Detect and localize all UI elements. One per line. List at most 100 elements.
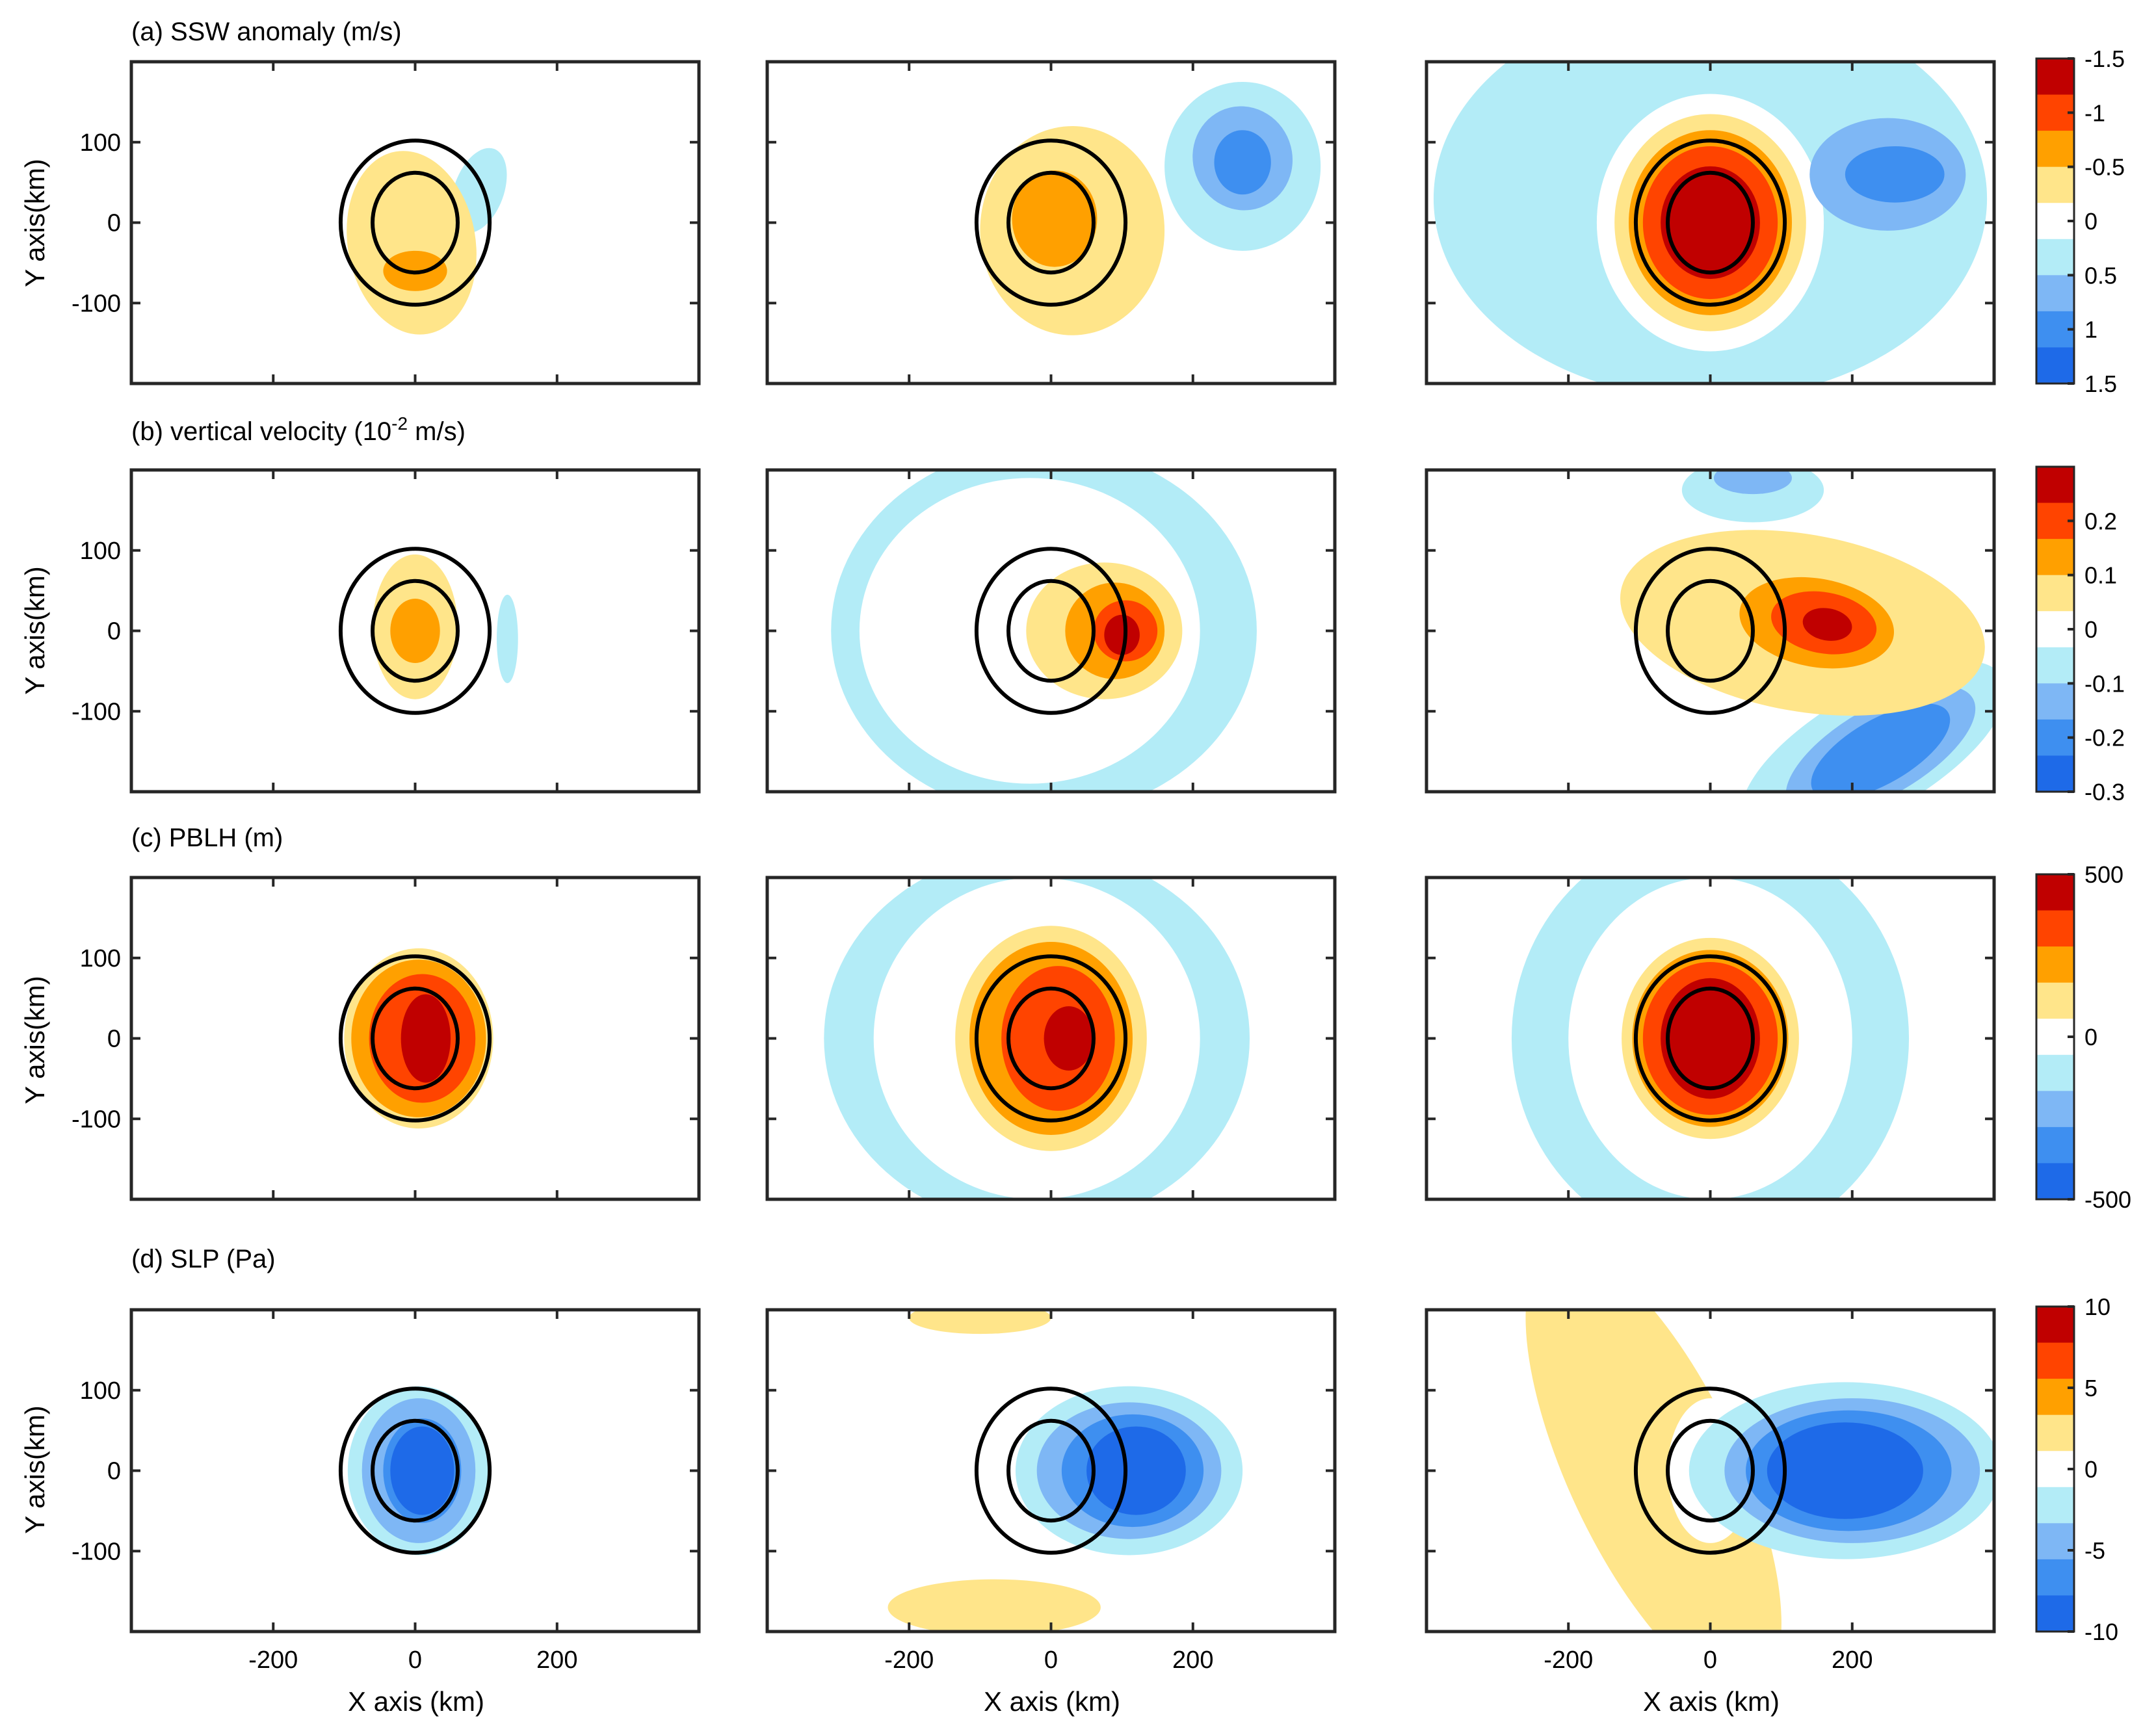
colorbar-label: -0.2 [2084, 725, 2125, 751]
colorbar-row-2: 0.2 0.1 0 -0.1 -0.2 -0.3 [2036, 467, 2125, 805]
panel-r4-c1: -200 0 2001000-100 [72, 1310, 699, 1674]
colorbar-label: -10 [2084, 1619, 2118, 1645]
xlabel-col-3: X axis (km) [1643, 1686, 1780, 1717]
panel-r4-c2: -200 0 200 [767, 1302, 1335, 1674]
y-tick-label: 100 [80, 945, 121, 972]
colorbar-swatch [2036, 1091, 2074, 1127]
contour-region-8 [1661, 166, 1760, 279]
panel-r3-c3 [1426, 829, 1994, 1248]
panel-r1-c2 [767, 62, 1335, 384]
colorbar-label: 1.5 [2084, 371, 2117, 397]
colorbar-label: 5 [2084, 1375, 2097, 1401]
contour-region-1 [909, 1302, 1051, 1334]
colorbar-label: 10 [2084, 1294, 2110, 1320]
x-tick-label: 200 [1832, 1646, 1873, 1674]
row-title-b: (b) vertical velocity (10-2 m/s) [131, 413, 466, 446]
contour-region-5 [1714, 462, 1792, 495]
panel-r1-c3 [1426, 0, 1994, 400]
colorbar-label: 0 [2084, 1024, 2097, 1050]
contour-region-2 [888, 1580, 1101, 1636]
panel-r2-c1: 1000-100 [72, 470, 699, 792]
row-title-b-main: (b) vertical velocity (10 [131, 417, 391, 446]
y-tick-label: -100 [72, 1538, 121, 1565]
x-tick-label: 0 [1044, 1646, 1058, 1674]
y-tick-label: 0 [107, 210, 121, 237]
x-tick-label: -200 [884, 1646, 934, 1674]
x-tick-label: 200 [536, 1646, 577, 1674]
contour-region-6 [1661, 978, 1760, 1099]
panel-r2-c3 [1426, 458, 2032, 878]
colorbars: 1.510.50-0.5-1-1.50.20.10-0.1-0.2-0.3500… [2036, 46, 2131, 1645]
contour-region-3 [1214, 130, 1270, 194]
panel-r1-c1: 100 0 -100 [72, 62, 699, 384]
y-tick-label: 100 [80, 1377, 121, 1405]
colorbar-swatch [2036, 275, 2074, 311]
colorbar-swatch [2036, 1343, 2074, 1379]
colorbar-label: 0 [2084, 1456, 2097, 1483]
colorbar-label: 0 [2084, 616, 2097, 643]
contour-region-6 [1086, 1426, 1186, 1515]
colorbar-row-1: 1.5 1 0.5 0 -0.5 -1 -1.5 [2036, 46, 2125, 397]
colorbar-label: -0.5 [2084, 154, 2125, 181]
figure: (a) SSW anomaly (m/s) (b) vertical veloc… [0, 0, 2156, 1731]
colorbar-swatch [2036, 1415, 2074, 1451]
row-title-b-sup: -2 [391, 413, 408, 434]
contour-fills [824, 850, 1250, 1228]
x-tick-label: 0 [1703, 1646, 1717, 1674]
x-tick-label: -200 [1544, 1646, 1593, 1674]
colorbar-label: 0.2 [2084, 508, 2117, 534]
ylabel-row-a: Y axis(km) [20, 159, 50, 287]
contour-fills [1434, 0, 1987, 400]
x-tick-label: 200 [1172, 1646, 1213, 1674]
colorbar-swatch [2036, 983, 2074, 1019]
row-title-a: (a) SSW anomaly (m/s) [131, 18, 402, 46]
colorbar-label: 0.1 [2084, 562, 2117, 589]
colorbar-swatch [2036, 647, 2074, 684]
ylabel-row-b: Y axis(km) [20, 566, 50, 695]
panel-r2-c2 [767, 446, 1335, 816]
colorbar-label: -500 [2084, 1186, 2131, 1213]
row-title-d: (d) SLP (Pa) [131, 1245, 276, 1273]
colorbar-swatch [2036, 683, 2074, 720]
x-tick-label: 0 [408, 1646, 422, 1674]
colorbar-label: 0.5 [2084, 262, 2117, 289]
row-title-b-end: m/s) [408, 417, 466, 446]
colorbar-label: 500 [2084, 861, 2123, 888]
colorbar-swatch [2036, 239, 2074, 276]
colorbar-swatch [2036, 1163, 2074, 1199]
colorbar-swatch [2036, 1127, 2074, 1164]
contour-region-4 [390, 1426, 454, 1515]
row-title-c: (c) PBLH (m) [131, 824, 283, 852]
contour-fills [831, 446, 1257, 816]
y-tick-label: 0 [107, 1026, 121, 1053]
colorbar-swatch [2036, 575, 2074, 612]
contour-region-3 [390, 599, 440, 663]
colorbar-label: -1.5 [2084, 46, 2125, 72]
colorbar-swatch [2036, 1559, 2074, 1596]
contour-fills [1512, 829, 1909, 1248]
ylabel-row-c: Y axis(km) [20, 976, 50, 1104]
y-tick-label: -100 [72, 698, 121, 725]
colorbar-row-4: 10 5 0 -5 -10 [2036, 1294, 2118, 1645]
colorbar-swatch [2036, 755, 2074, 792]
y-tick-label: 0 [107, 618, 121, 645]
colorbar-label: -5 [2084, 1537, 2105, 1564]
contour-region-6 [1044, 1006, 1094, 1071]
colorbar-swatch [2036, 1055, 2074, 1091]
xlabel-col-2: X axis (km) [984, 1686, 1120, 1717]
contour-region-1 [497, 595, 518, 683]
panel-r3-c1: 100 0 -100 [72, 878, 699, 1199]
contour-region-4 [1845, 146, 1945, 203]
y-tick-label: -100 [72, 290, 121, 317]
colorbar-label: 0 [2084, 208, 2097, 235]
x-tick-label: -200 [248, 1646, 298, 1674]
colorbar-row-3: 500 0 -500 [2036, 861, 2131, 1213]
panel-r4-c3: -200 0 200 [1426, 1216, 2001, 1726]
colorbar-swatch [2036, 59, 2074, 95]
y-tick-label: -100 [72, 1106, 121, 1133]
colorbar-swatch [2036, 347, 2074, 384]
colorbar-label: -1 [2084, 99, 2105, 126]
panel-r3-c2 [767, 850, 1335, 1228]
colorbar-swatch [2036, 874, 2074, 911]
